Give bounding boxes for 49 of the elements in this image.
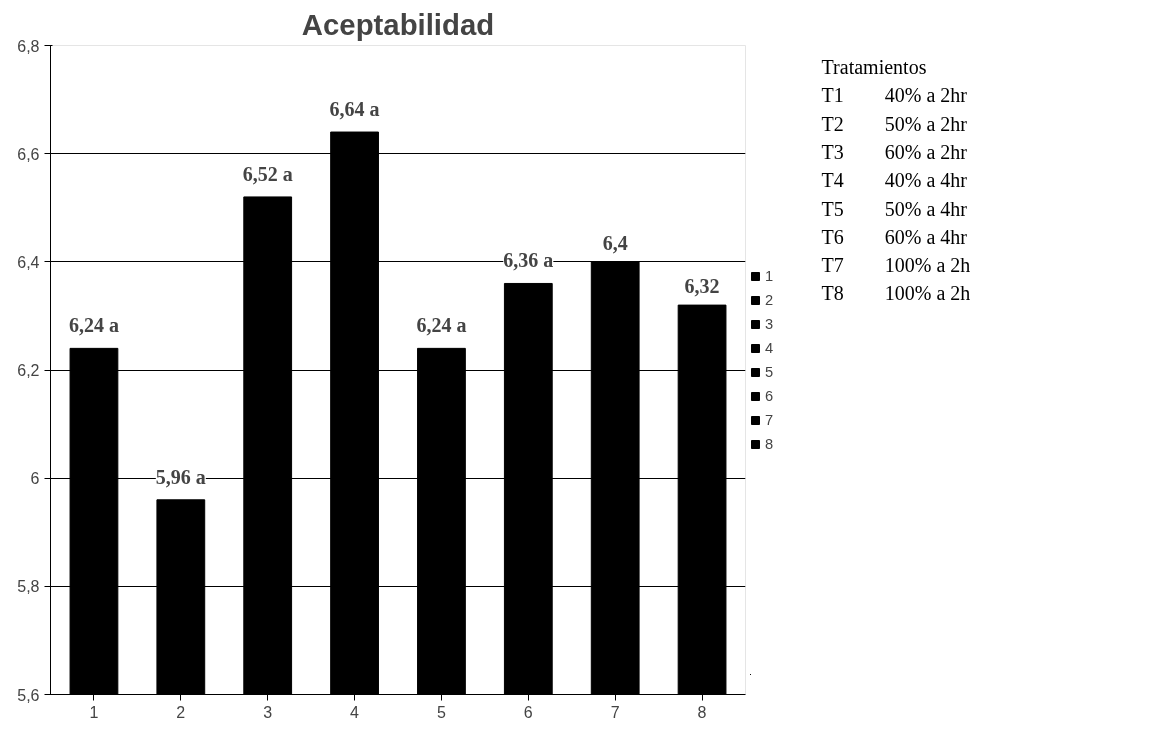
y-tick-label: 6,2 [17, 362, 40, 379]
data-label: 6,64 a [329, 98, 380, 121]
text: T3 [821, 140, 844, 163]
chart-title: Aceptabilidad [301, 7, 495, 41]
data-label: 6,36 a [503, 249, 554, 272]
text: 60% a 2hr [884, 140, 968, 163]
x-tick-label: 8 [697, 703, 707, 721]
x-tick-label: 7 [610, 703, 620, 721]
legend-label: 6 [765, 387, 775, 404]
text: T6 [821, 225, 844, 248]
text: 40% a 2hr [884, 84, 968, 107]
text: 50% a 4hr [884, 197, 968, 220]
legend-label: 8 [765, 435, 775, 452]
text: T4 [821, 169, 844, 192]
text: 60% a 4hr [884, 225, 968, 248]
x-tick-label: 3 [263, 703, 273, 721]
data-label: 6,32 [684, 275, 720, 298]
data-label: 5,96 a [155, 465, 206, 488]
data-label: 6,4 [602, 231, 628, 254]
text: 100% a 2h [884, 254, 971, 277]
legend-label: 2 [765, 291, 775, 308]
y-tick-label: 6 [30, 470, 40, 488]
x-tick-label: 4 [350, 703, 360, 721]
legend-label: 5 [765, 363, 775, 380]
legend-label: 4 [765, 339, 775, 356]
text: 100% a 2h [884, 282, 971, 305]
text: Tratamientos [821, 55, 927, 78]
legend-label: 1 [765, 267, 775, 284]
y-tick-label: 6,4 [17, 253, 40, 271]
text: T5 [821, 197, 844, 220]
y-tick-label: 6,8 [17, 37, 40, 55]
x-tick-label: 6 [523, 703, 533, 721]
text: T7 [821, 254, 844, 277]
text: T1 [821, 84, 844, 107]
data-label: 6,24 a [68, 314, 119, 337]
legend-label: 3 [765, 315, 775, 332]
text: T2 [821, 112, 844, 135]
text: 50% a 2hr [884, 112, 968, 135]
text: 40% a 4hr [884, 169, 968, 192]
y-tick-label: 6,6 [17, 145, 40, 163]
data-label: 6,52 a [242, 162, 293, 185]
y-tick-label: 5,6 [17, 686, 40, 704]
y-tick-label: 5,8 [17, 578, 40, 596]
x-tick-label: 1 [89, 703, 99, 721]
x-tick-label: 5 [436, 703, 446, 721]
x-tick-label: 2 [176, 703, 186, 721]
legend-label: 7 [765, 411, 775, 428]
data-label: 6,24 a [416, 314, 467, 337]
text: T8 [821, 282, 844, 305]
